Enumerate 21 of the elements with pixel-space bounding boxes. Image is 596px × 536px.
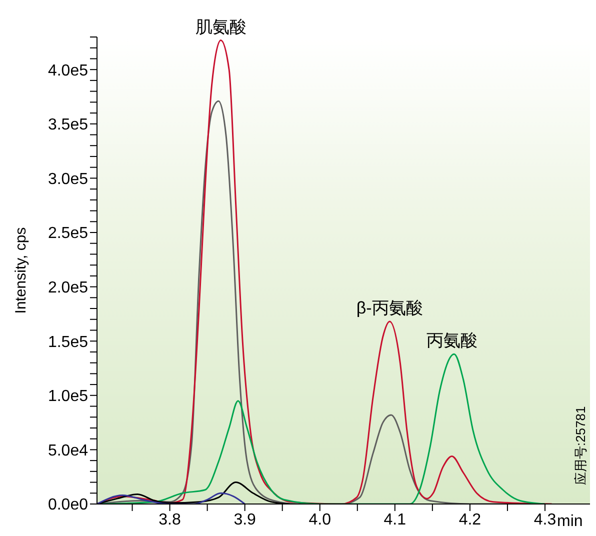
y-tick-label: 1.0e5 [48,388,88,406]
y-tick-label: 2.0e5 [48,279,88,296]
annotation: 肌氨酸 [195,17,246,36]
y-axis-title: Intensity, cps [12,227,30,314]
y-tick-label: 3.0e5 [48,170,88,188]
y-tick-label: 2.5e5 [48,225,88,242]
y-tick-label: 4.0e5 [48,62,88,80]
annotation: β-丙氨酸 [356,298,423,318]
x-tick-label: 4.3 [534,511,556,528]
y-tick-label: 3.5e5 [48,116,88,134]
annotation: 丙氨酸 [426,331,478,350]
x-tick-label: 3.8 [158,511,182,528]
x-tick-label: 4.0 [308,511,332,528]
y-tick-label: 5.0e4 [48,442,88,460]
x-axis-title: min [557,513,583,531]
x-tick-label: 4.1 [384,511,406,528]
x-tick-label: 4.2 [458,511,482,528]
y-tick-label: 0.0e0 [48,496,88,514]
x-tick-label: 3.9 [234,511,256,528]
annotation: 应用号:25781 [572,406,589,485]
y-tick-label: 1.5e5 [48,334,88,351]
